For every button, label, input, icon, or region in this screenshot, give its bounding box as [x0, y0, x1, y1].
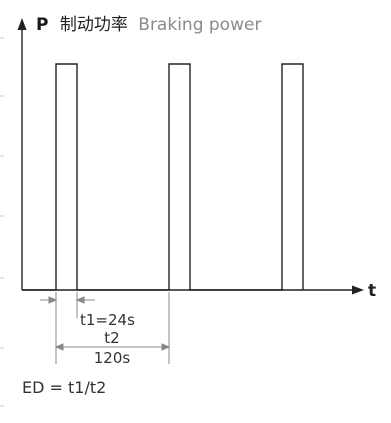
- ed-formula: ED = t1/t2: [22, 378, 106, 397]
- t1-label: t1=24s: [80, 311, 135, 329]
- y-axis-label-cn: 制动功率: [60, 15, 128, 35]
- pulse-waveform: [22, 63, 304, 291]
- y-axis-label: P 制动功率 Braking power: [36, 15, 261, 35]
- y-axis-symbol: P: [36, 15, 48, 35]
- left-margin-ticks: [0, 37, 4, 407]
- t1-dimension: [40, 292, 95, 318]
- x-axis-arrow: [352, 285, 364, 295]
- t2-label: t2: [104, 329, 119, 347]
- t2-value: 120s: [94, 349, 131, 367]
- x-axis-symbol: t: [368, 281, 376, 301]
- y-axis-arrow: [17, 18, 27, 30]
- t2-dimension: [54, 292, 171, 364]
- y-axis-label-en: Braking power: [138, 15, 261, 35]
